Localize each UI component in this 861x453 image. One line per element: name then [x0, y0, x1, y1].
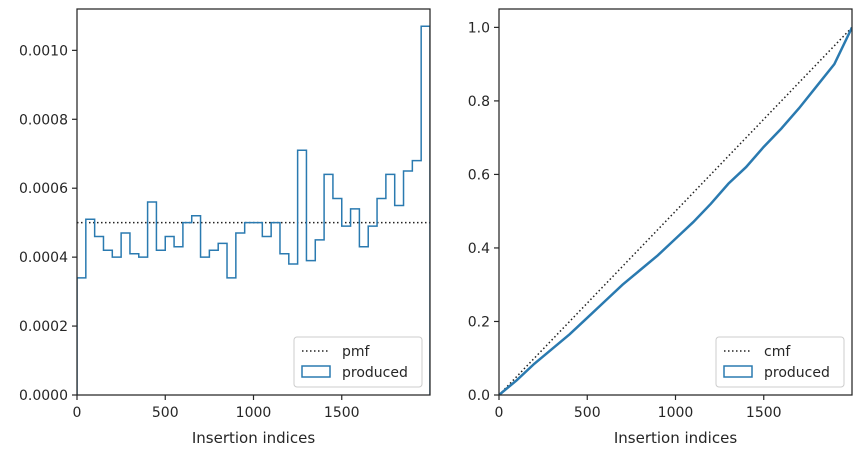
y-tick-label: 0.0000 — [19, 388, 68, 404]
x-tick-label: 1500 — [746, 405, 782, 421]
x-tick-label: 1500 — [324, 405, 360, 421]
plot-area — [77, 25, 430, 395]
y-tick-label: 0.0004 — [19, 250, 68, 266]
x-tick-label: 0 — [73, 405, 82, 421]
y-tick-label: 0.6 — [468, 167, 490, 183]
y-tick-label: 0.0 — [468, 388, 490, 404]
legend-box — [293, 336, 423, 388]
y-tick-label: 0.0010 — [19, 43, 68, 59]
y-tick-label: 0.0006 — [19, 181, 68, 197]
x-tick-label: 1000 — [236, 405, 272, 421]
legend-produced-label: produced — [342, 365, 408, 381]
produced-step-series — [77, 25, 430, 395]
x-tick-label: 1000 — [658, 405, 694, 421]
legend: cmf produced — [715, 336, 845, 388]
y-tick-label: 0.4 — [468, 241, 490, 257]
plot-area — [499, 26, 852, 395]
legend-produced-label: produced — [764, 365, 830, 381]
y-tick-label: 0.2 — [468, 314, 490, 330]
cmf-reference-line — [499, 26, 852, 395]
legend-reference-label: cmf — [764, 344, 791, 360]
legend-produced-swatch — [301, 365, 331, 378]
y-tick-label: 0.0002 — [19, 319, 68, 335]
legend-box — [715, 336, 845, 388]
y-tick-label: 0.0008 — [19, 112, 68, 128]
legend-produced-swatch — [723, 365, 753, 378]
pmf-panel: 0 500 1000 1500 0.0000 0.0002 0.0004 0.0006 0.00… — [19, 8, 431, 447]
x-tick-label: 0 — [495, 405, 504, 421]
y-tick-label: 1.0 — [468, 20, 490, 36]
produced-cdf-series — [499, 26, 852, 395]
legend: pmf produced — [293, 336, 423, 388]
x-tick-label: 500 — [152, 405, 179, 421]
x-axis-label: Insertion indices — [614, 429, 737, 447]
x-axis-label: Insertion indices — [192, 429, 315, 447]
x-tick-label: 500 — [574, 405, 601, 421]
legend-reference-label: pmf — [342, 344, 371, 360]
y-tick-label: 0.8 — [468, 94, 490, 110]
cmf-panel: 0 500 1000 1500 0.0 0.2 0.4 0.6 0.8 1.0 Insertion … — [468, 8, 853, 447]
